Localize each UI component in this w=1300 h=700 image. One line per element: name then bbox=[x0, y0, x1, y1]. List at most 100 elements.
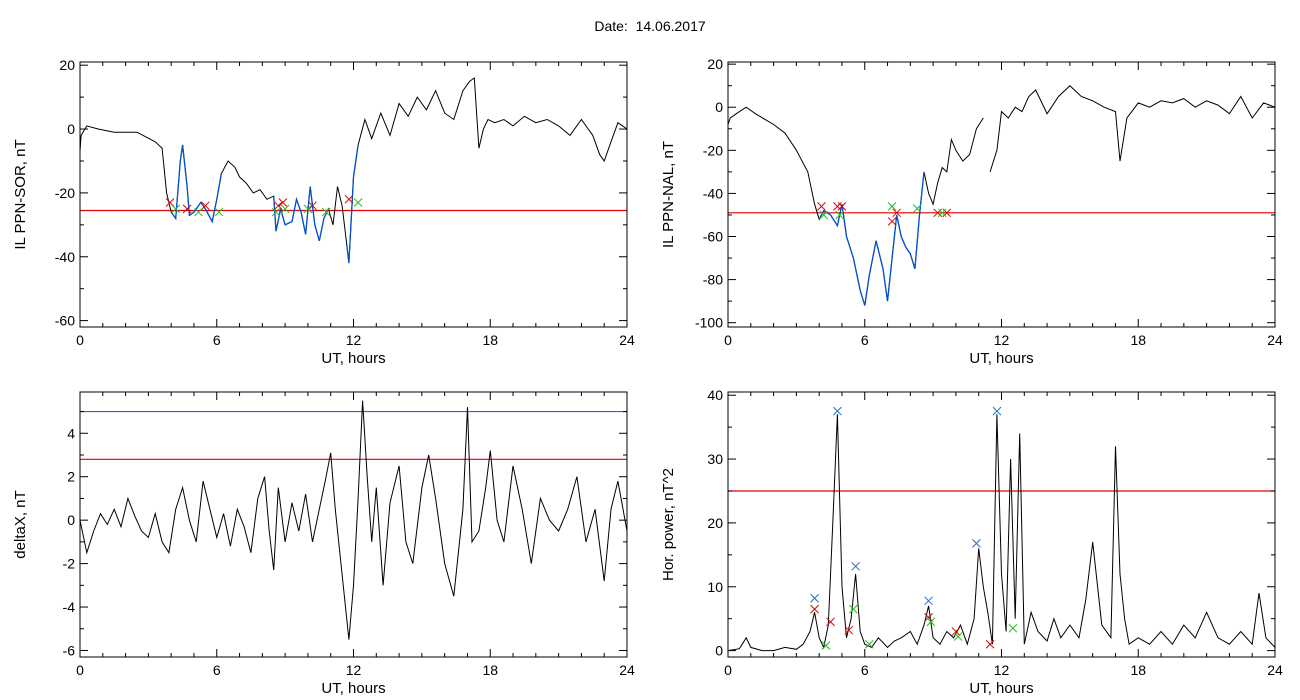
y-tick-label: 40 bbox=[707, 387, 723, 403]
x-axis-label: UT, hours bbox=[969, 350, 1033, 367]
highlight-segment bbox=[864, 171, 925, 306]
marker-red bbox=[344, 194, 354, 204]
marker-stroke bbox=[278, 198, 288, 207]
marker-stroke bbox=[924, 613, 933, 622]
marker-stroke bbox=[810, 604, 819, 614]
marker-stroke bbox=[937, 208, 947, 218]
marker-red bbox=[942, 208, 952, 218]
highlight-segment bbox=[346, 144, 359, 264]
marker-green bbox=[171, 204, 181, 214]
marker-stroke bbox=[837, 201, 847, 211]
marker-green bbox=[849, 604, 858, 614]
x-tick-label: 12 bbox=[994, 332, 1010, 348]
x-tick-label: 18 bbox=[482, 332, 498, 348]
marker-green bbox=[926, 617, 936, 627]
y-tick-label: 4 bbox=[67, 425, 75, 441]
x-tick-label: 18 bbox=[1130, 662, 1146, 678]
x-axis-label: UT, hours bbox=[321, 680, 385, 697]
series-line bbox=[727, 85, 1276, 306]
y-tick-label: -60 bbox=[703, 229, 723, 245]
y-axis-label: IL PPN-SOR, nT bbox=[12, 139, 29, 249]
marker-stroke bbox=[165, 198, 175, 207]
panel-hor-power: 0 6 12 18 24 0 10 20 30 40 UT, hours Hor. power, nT… bbox=[660, 387, 1283, 697]
marker-stroke bbox=[817, 201, 826, 211]
marker-red bbox=[924, 613, 933, 622]
panel-il-ppn-nal: 0 6 12 18 24 -100 -80 -60 -40 -20 0 20 UT, hours IL P… bbox=[660, 56, 1283, 367]
marker-red bbox=[826, 617, 835, 627]
marker-green bbox=[321, 207, 331, 217]
marker-stroke bbox=[849, 604, 858, 614]
highlight-segment bbox=[273, 186, 329, 241]
marker-stroke bbox=[887, 217, 897, 226]
marker-green bbox=[303, 204, 313, 214]
y-axis-label: deltaX, nT bbox=[12, 490, 29, 558]
marker-stroke bbox=[912, 204, 922, 213]
x-tick-label: 24 bbox=[1267, 662, 1283, 678]
y-tick-label: 20 bbox=[707, 515, 723, 531]
marker-stroke bbox=[892, 208, 902, 218]
y-tick-label: -100 bbox=[695, 315, 723, 331]
marker-green bbox=[1008, 623, 1018, 633]
marker-stroke bbox=[844, 625, 854, 635]
marker-red bbox=[892, 208, 902, 218]
y-tick-label: -20 bbox=[55, 185, 75, 201]
marker-green bbox=[887, 201, 897, 211]
series-line bbox=[79, 400, 628, 640]
marker-green bbox=[214, 207, 224, 217]
page-title: Date: 14.06.2017 bbox=[594, 18, 706, 34]
x-tick-label: 12 bbox=[346, 332, 362, 348]
x-tick-label: 6 bbox=[861, 662, 869, 678]
marker-blue bbox=[810, 593, 819, 603]
marker-stroke bbox=[953, 632, 963, 641]
y-tick-label: 0 bbox=[715, 99, 723, 115]
marker-red bbox=[278, 198, 288, 207]
marker-green bbox=[864, 639, 874, 649]
marker-stroke bbox=[353, 198, 363, 207]
marker-stroke bbox=[833, 406, 842, 416]
marker-green bbox=[271, 207, 281, 217]
x-tick-label: 24 bbox=[619, 332, 635, 348]
y-axis-label: Hor. power, nT^2 bbox=[660, 468, 677, 581]
x-tick-label: 24 bbox=[1267, 332, 1283, 348]
marker-red bbox=[182, 204, 192, 214]
x-tick-label: 24 bbox=[619, 662, 635, 678]
marker-stroke bbox=[810, 593, 819, 603]
marker-red bbox=[817, 201, 826, 211]
marker-green bbox=[835, 210, 845, 220]
marker-stroke bbox=[308, 201, 317, 211]
plot-frame bbox=[727, 391, 1276, 658]
y-tick-label: 0 bbox=[715, 643, 723, 659]
y-tick-label: -20 bbox=[703, 142, 723, 158]
y-tick-label: 0 bbox=[67, 512, 75, 528]
marker-green bbox=[937, 208, 947, 218]
marker-red bbox=[833, 201, 842, 211]
marker-blue bbox=[972, 538, 981, 548]
marker-blue bbox=[833, 406, 842, 416]
marker-stroke bbox=[926, 617, 936, 627]
y-tick-label: 20 bbox=[59, 57, 75, 73]
marker-stroke bbox=[833, 201, 842, 211]
plot-frame bbox=[79, 61, 628, 328]
x-axis-label: UT, hours bbox=[321, 350, 385, 367]
marker-stroke bbox=[1008, 623, 1018, 633]
x-tick-label: 0 bbox=[724, 662, 732, 678]
marker-stroke bbox=[942, 208, 952, 218]
marker-red bbox=[887, 217, 897, 226]
marker-stroke bbox=[972, 538, 981, 548]
marker-green bbox=[821, 641, 831, 650]
marker-stroke bbox=[985, 639, 995, 649]
marker-red bbox=[844, 625, 854, 635]
marker-stroke bbox=[951, 627, 961, 636]
marker-red bbox=[951, 627, 961, 636]
marker-green bbox=[912, 204, 922, 213]
marker-stroke bbox=[887, 201, 897, 211]
marker-stroke bbox=[835, 210, 845, 220]
x-tick-label: 6 bbox=[213, 662, 221, 678]
y-tick-label: -2 bbox=[63, 556, 76, 572]
marker-green bbox=[353, 198, 363, 207]
marker-green bbox=[953, 632, 963, 641]
series-line bbox=[79, 77, 628, 264]
y-tick-label: -6 bbox=[63, 642, 76, 658]
marker-green bbox=[194, 207, 203, 217]
